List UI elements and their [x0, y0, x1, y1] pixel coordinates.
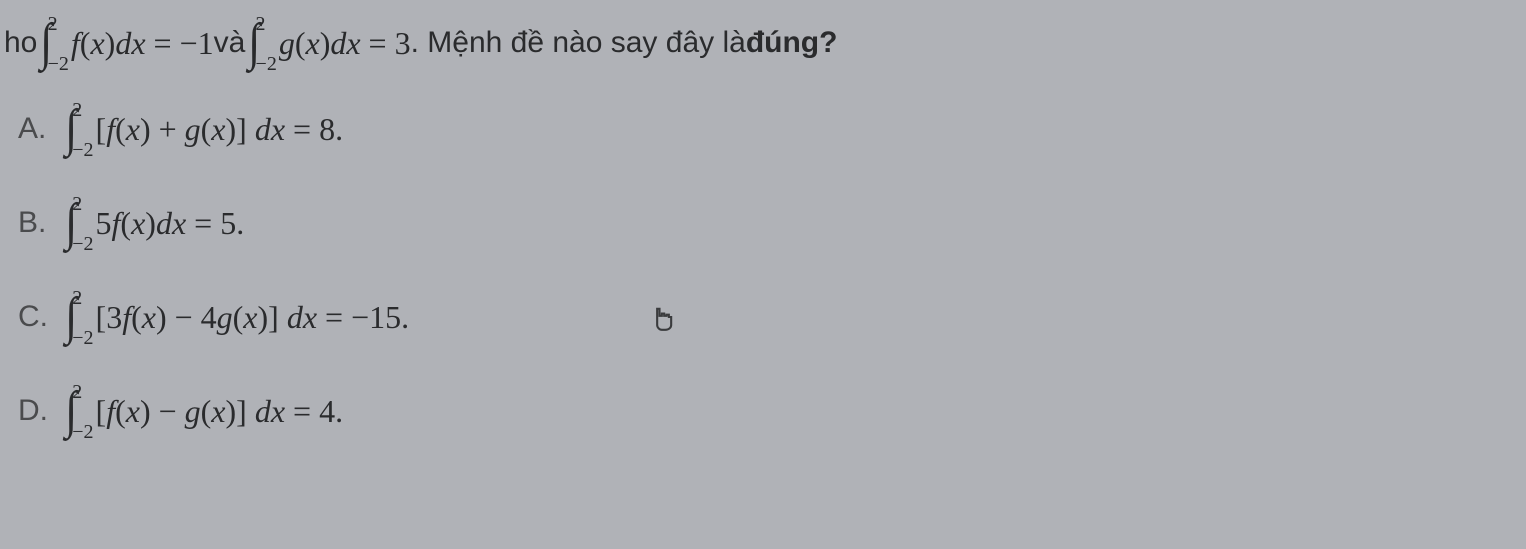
option-d-math: ∫ 2 −2 [f(x) − g(x)] dx = 4 .	[62, 386, 343, 436]
int1-lower: −2	[48, 54, 69, 74]
int1-body: f(x)dx	[71, 21, 146, 66]
option-b[interactable]: B. ∫ 2 −2 5f(x)dx = 5 .	[0, 198, 1526, 248]
question-integral-1: ∫ 2 −2 f(x)dx = −1	[37, 18, 213, 68]
int2-lower: −2	[256, 54, 277, 74]
int1-upper: 2	[48, 14, 69, 34]
int1-eq: =	[146, 21, 180, 66]
question-suffix-plain: . Mệnh đề nào say đây là	[411, 22, 746, 64]
option-b-rhs: 5	[220, 205, 236, 242]
option-a-math: ∫ 2 −2 [f(x) + g(x)] dx = 8 .	[62, 104, 343, 154]
option-d-rhs: 4	[319, 393, 335, 430]
option-b-label: B.	[18, 206, 52, 240]
int2-eq: =	[361, 21, 395, 66]
option-d-label: D.	[18, 394, 52, 428]
option-a-integrand: [f(x) + g(x)] dx	[96, 111, 285, 148]
int2-rhs: 3	[395, 21, 411, 66]
option-c-rhs: −15	[351, 299, 401, 336]
option-a-rhs: 8	[319, 111, 335, 148]
option-c-math: ∫ 2 −2 [3f(x) − 4g(x)] dx = −15 .	[62, 292, 409, 342]
question-line: ho ∫ 2 −2 f(x)dx = −1 và ∫ 2 −2 g(x)dx =…	[0, 18, 1526, 68]
question-prefix: ho	[4, 22, 37, 64]
option-b-math: ∫ 2 −2 5f(x)dx = 5 .	[62, 198, 244, 248]
option-d-integrand: [f(x) − g(x)] dx	[96, 393, 285, 430]
question-suffix-bold: đúng?	[746, 22, 838, 64]
int2-body: g(x)dx	[279, 21, 361, 66]
option-d[interactable]: D. ∫ 2 −2 [f(x) − g(x)] dx = 4 .	[0, 386, 1526, 436]
question-integral-2: ∫ 2 −2 g(x)dx = 3	[245, 18, 410, 68]
pointer-cursor-icon	[649, 300, 677, 334]
option-c-integrand: [3f(x) − 4g(x)] dx	[96, 299, 317, 336]
int2-upper: 2	[256, 14, 277, 34]
option-b-integrand: 5f(x)dx	[96, 205, 187, 242]
option-a-label: A.	[18, 112, 52, 146]
int1-rhs: −1	[180, 21, 214, 66]
option-c[interactable]: C. ∫ 2 −2 [3f(x) − 4g(x)] dx = −15 .	[0, 292, 1526, 342]
question-connector: và	[214, 22, 246, 64]
option-a[interactable]: A. ∫ 2 −2 [f(x) + g(x)] dx = 8 .	[0, 104, 1526, 154]
option-c-label: C.	[18, 300, 52, 334]
